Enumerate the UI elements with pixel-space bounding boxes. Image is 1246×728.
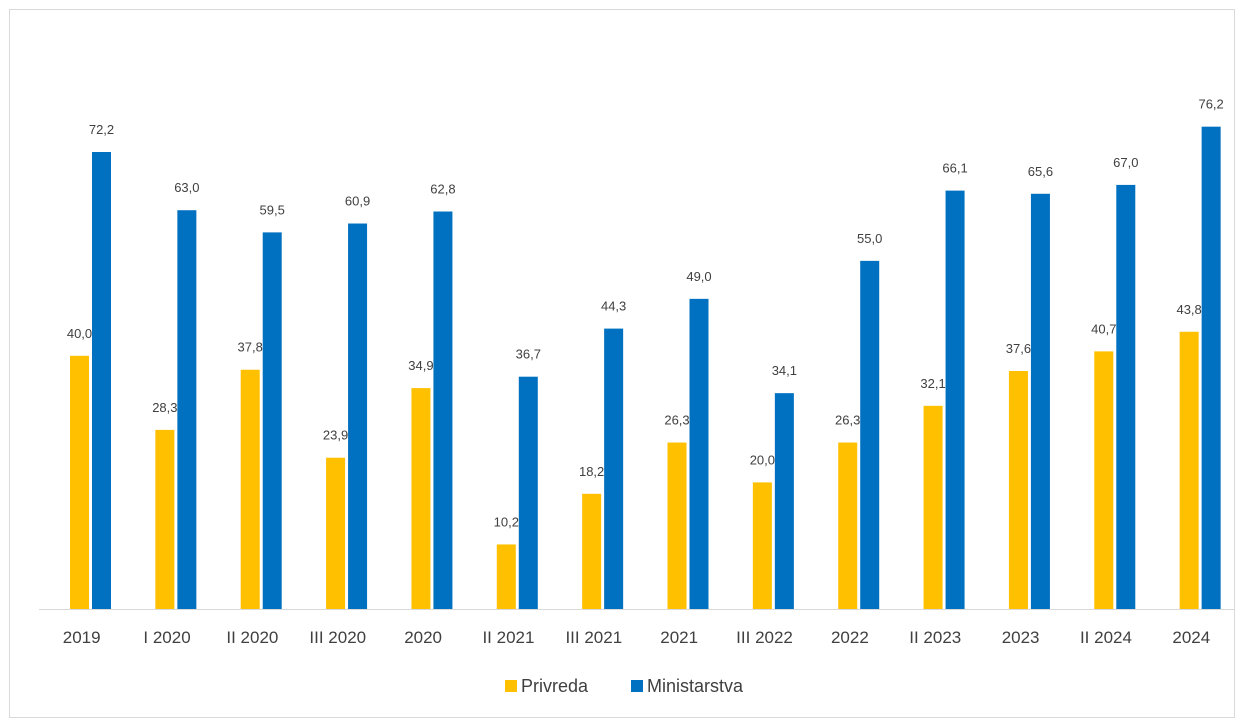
bar-privreda xyxy=(1094,351,1114,609)
data-label-ministarstva: 44,3 xyxy=(601,299,626,314)
bar-privreda xyxy=(155,429,175,609)
bar-ministarstva xyxy=(860,260,880,609)
bar-ministarstva xyxy=(1030,193,1050,609)
x-tick-label: III 2020 xyxy=(309,628,366,647)
data-label-ministarstva: 55,0 xyxy=(857,231,882,246)
bar-ministarstva xyxy=(1116,184,1136,609)
bar-privreda xyxy=(240,369,260,609)
x-tick-label: II 2023 xyxy=(909,628,961,647)
data-label-privreda: 26,3 xyxy=(835,413,860,428)
bar-privreda xyxy=(326,457,346,609)
x-tick-label: 2021 xyxy=(660,628,698,647)
data-label-ministarstva: 76,2 xyxy=(1198,97,1223,112)
data-label-privreda: 18,2 xyxy=(579,464,604,479)
x-tick-label: III 2021 xyxy=(565,628,622,647)
data-label-privreda: 43,8 xyxy=(1176,302,1201,317)
data-label-ministarstva: 72,2 xyxy=(89,122,114,137)
data-label-ministarstva: 67,0 xyxy=(1113,155,1138,170)
data-label-ministarstva: 62,8 xyxy=(430,182,455,197)
x-tick-label: III 2022 xyxy=(736,628,793,647)
data-label-ministarstva: 63,0 xyxy=(174,180,199,195)
bar-ministarstva xyxy=(1201,126,1221,610)
data-label-privreda: 37,6 xyxy=(1006,341,1031,356)
x-tick-label: 2023 xyxy=(1002,628,1040,647)
legend: Privreda Ministarstva xyxy=(505,676,744,696)
data-label-ministarstva: 60,9 xyxy=(345,194,370,209)
bar-ministarstva xyxy=(774,393,794,609)
data-labels-layer: 40,0 72,2 28,3 63,0 37,8 59,5 23,9 60,9 34,9 62,8… xyxy=(67,97,1224,530)
legend-label-ministarstva: Ministarstva xyxy=(647,676,744,696)
data-label-privreda: 20,0 xyxy=(750,452,775,467)
legend-item-privreda: Privreda xyxy=(505,676,589,696)
x-tick-label: 2019 xyxy=(63,628,101,647)
x-tick-label: 2020 xyxy=(404,628,442,647)
data-label-privreda: 23,9 xyxy=(323,428,348,443)
data-label-privreda: 37,8 xyxy=(238,340,263,355)
data-label-ministarstva: 66,1 xyxy=(942,161,967,176)
bar-ministarstva xyxy=(945,190,965,610)
x-tick-labels: 2019 I 2020 II 2020 III 2020 2020 II 2021 III … xyxy=(63,628,1210,647)
data-label-ministarstva: 49,0 xyxy=(686,269,711,284)
legend-item-ministarstva: Ministarstva xyxy=(631,676,744,696)
bar-ministarstva xyxy=(92,152,111,609)
bar-ministarstva xyxy=(262,232,282,609)
legend-swatch-ministarstva xyxy=(631,680,643,692)
data-label-privreda: 28,3 xyxy=(152,400,177,415)
data-label-ministarstva: 34,1 xyxy=(772,363,797,378)
bar-ministarstva xyxy=(177,210,197,610)
bar-privreda xyxy=(496,544,516,609)
bar-privreda xyxy=(923,405,943,609)
data-label-ministarstva: 36,7 xyxy=(516,347,541,362)
bar-privreda xyxy=(838,442,858,609)
bar-privreda xyxy=(1008,371,1028,609)
bar-ministarstva xyxy=(433,211,453,609)
bar-privreda xyxy=(411,388,431,609)
bar-privreda xyxy=(667,442,687,609)
legend-swatch-privreda xyxy=(505,680,517,692)
bar-ministarstva xyxy=(348,223,368,609)
legend-label-privreda: Privreda xyxy=(521,676,589,696)
x-tick-label: II 2020 xyxy=(226,628,278,647)
bar-privreda xyxy=(582,493,602,609)
bar-privreda xyxy=(752,482,772,609)
bar-ministarstva xyxy=(518,376,538,609)
x-tick-label: I 2020 xyxy=(143,628,190,647)
bar-ministarstva xyxy=(689,298,709,609)
x-tick-label: II 2021 xyxy=(482,628,534,647)
x-tick-label: II 2024 xyxy=(1080,628,1132,647)
data-label-privreda: 32,1 xyxy=(920,376,945,391)
data-label-privreda: 26,3 xyxy=(664,413,689,428)
bar-privreda xyxy=(1179,331,1199,609)
bar-ministarstva xyxy=(604,328,624,609)
data-label-privreda: 40,7 xyxy=(1091,321,1116,336)
data-label-privreda: 40,0 xyxy=(67,326,92,341)
data-label-ministarstva: 65,6 xyxy=(1028,164,1053,179)
data-label-privreda: 34,9 xyxy=(408,358,433,373)
x-tick-label: 2024 xyxy=(1172,628,1210,647)
bars-layer xyxy=(70,126,1221,610)
data-label-privreda: 10,2 xyxy=(494,514,519,529)
x-tick-label: 2022 xyxy=(831,628,869,647)
bar-privreda xyxy=(70,355,89,609)
data-label-ministarstva: 59,5 xyxy=(260,202,285,217)
